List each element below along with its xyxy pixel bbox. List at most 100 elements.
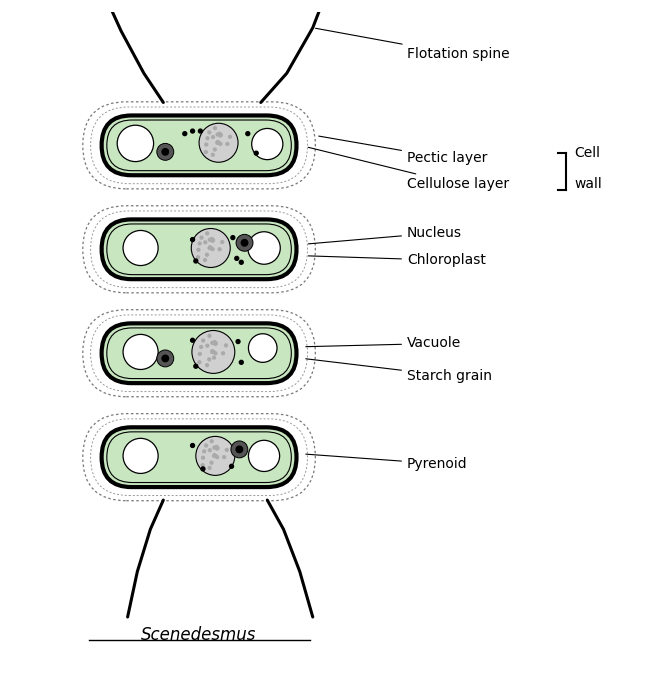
Circle shape — [222, 352, 224, 355]
Circle shape — [208, 247, 211, 249]
Circle shape — [224, 344, 228, 347]
Circle shape — [208, 358, 211, 361]
FancyBboxPatch shape — [83, 414, 315, 501]
FancyBboxPatch shape — [83, 102, 315, 189]
Circle shape — [212, 239, 215, 241]
Circle shape — [212, 135, 215, 138]
Circle shape — [206, 364, 209, 367]
Circle shape — [198, 361, 201, 363]
FancyBboxPatch shape — [83, 310, 315, 397]
Circle shape — [200, 346, 203, 348]
Circle shape — [201, 464, 204, 466]
Circle shape — [157, 144, 174, 160]
Circle shape — [211, 342, 214, 344]
Circle shape — [197, 256, 199, 259]
Circle shape — [214, 127, 216, 129]
Circle shape — [249, 440, 280, 472]
Circle shape — [209, 449, 211, 452]
FancyBboxPatch shape — [107, 432, 291, 483]
FancyBboxPatch shape — [101, 324, 297, 383]
Circle shape — [248, 232, 280, 264]
Circle shape — [246, 131, 250, 135]
Circle shape — [252, 129, 283, 160]
Circle shape — [123, 231, 158, 266]
Circle shape — [218, 142, 220, 144]
Circle shape — [191, 338, 195, 342]
Circle shape — [216, 133, 219, 136]
Circle shape — [215, 455, 217, 458]
Circle shape — [211, 237, 213, 241]
Circle shape — [208, 131, 211, 134]
Circle shape — [214, 352, 217, 355]
Circle shape — [202, 339, 205, 342]
Circle shape — [219, 134, 222, 137]
Circle shape — [196, 436, 235, 475]
Circle shape — [231, 441, 248, 458]
Circle shape — [194, 259, 198, 263]
FancyBboxPatch shape — [91, 315, 307, 392]
Circle shape — [240, 361, 243, 364]
FancyBboxPatch shape — [91, 107, 307, 184]
Text: Cell: Cell — [574, 146, 600, 160]
Circle shape — [235, 256, 239, 260]
Circle shape — [117, 125, 153, 162]
Circle shape — [183, 131, 187, 135]
FancyBboxPatch shape — [91, 419, 307, 495]
Circle shape — [213, 446, 216, 449]
Circle shape — [205, 253, 209, 256]
Circle shape — [216, 141, 219, 144]
Circle shape — [162, 355, 168, 362]
Circle shape — [210, 247, 213, 249]
Circle shape — [221, 241, 224, 243]
Circle shape — [218, 132, 221, 135]
Circle shape — [191, 443, 195, 448]
Circle shape — [199, 123, 238, 162]
Circle shape — [226, 142, 229, 146]
Circle shape — [211, 248, 214, 251]
Circle shape — [222, 456, 226, 458]
FancyBboxPatch shape — [107, 328, 291, 379]
Circle shape — [206, 232, 209, 235]
Circle shape — [236, 340, 240, 344]
Circle shape — [236, 235, 253, 251]
FancyBboxPatch shape — [83, 206, 315, 293]
Circle shape — [219, 133, 222, 136]
Text: Starch grain: Starch grain — [306, 359, 492, 383]
Circle shape — [211, 350, 213, 353]
Circle shape — [213, 454, 216, 458]
Circle shape — [191, 129, 195, 133]
Text: Flotation spine: Flotation spine — [315, 28, 509, 61]
Circle shape — [191, 238, 195, 241]
Circle shape — [209, 246, 211, 249]
Circle shape — [211, 440, 213, 443]
Circle shape — [198, 242, 201, 245]
Text: Chloroplast: Chloroplast — [309, 253, 486, 268]
Circle shape — [218, 248, 221, 251]
Circle shape — [191, 228, 230, 268]
Text: Pyrenoid: Pyrenoid — [306, 454, 468, 470]
Text: Cellulose layer: Cellulose layer — [309, 148, 509, 191]
Circle shape — [123, 334, 158, 369]
Circle shape — [216, 456, 218, 458]
Circle shape — [123, 438, 158, 473]
Circle shape — [210, 461, 213, 464]
Circle shape — [200, 236, 203, 239]
Circle shape — [219, 142, 222, 146]
Text: Pectic layer: Pectic layer — [318, 136, 488, 165]
Circle shape — [211, 154, 215, 156]
Circle shape — [201, 456, 205, 459]
Circle shape — [194, 364, 198, 368]
Text: Vacuole: Vacuole — [306, 336, 461, 350]
Circle shape — [213, 340, 216, 344]
Circle shape — [157, 350, 174, 367]
Circle shape — [211, 350, 214, 353]
Circle shape — [254, 151, 258, 155]
Circle shape — [205, 150, 207, 154]
Circle shape — [203, 450, 206, 453]
Circle shape — [206, 137, 209, 140]
Circle shape — [215, 446, 218, 448]
Circle shape — [230, 464, 234, 468]
Circle shape — [231, 236, 235, 239]
Circle shape — [216, 142, 219, 144]
Circle shape — [214, 342, 216, 345]
